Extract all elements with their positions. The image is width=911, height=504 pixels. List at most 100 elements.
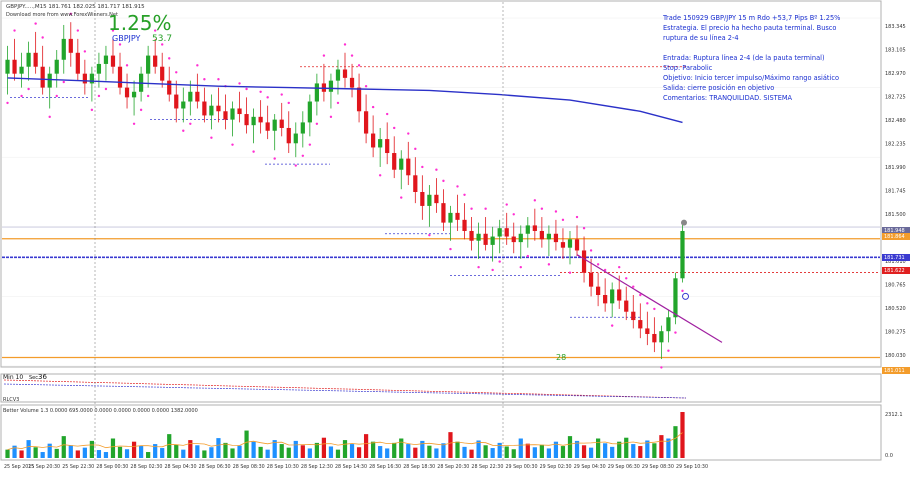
volume-bar xyxy=(342,440,348,458)
candle-body xyxy=(560,242,566,248)
candle xyxy=(251,108,256,144)
candle xyxy=(286,111,291,154)
candle-body xyxy=(153,55,158,67)
price-label: 181.948 xyxy=(882,227,910,234)
candle xyxy=(399,150,404,190)
price-label-text: 181.864 xyxy=(884,234,905,240)
sar-dot xyxy=(266,96,269,99)
candle-body xyxy=(483,233,488,245)
price-label-text: 181.948 xyxy=(884,228,905,234)
sar-dot xyxy=(153,29,157,32)
volume-bar xyxy=(659,435,664,458)
candle xyxy=(188,80,193,116)
candle xyxy=(525,217,530,248)
candle-body xyxy=(68,38,73,53)
candle xyxy=(680,222,685,283)
price-label: 181.011 xyxy=(882,367,910,374)
candle xyxy=(272,114,277,151)
candle xyxy=(567,230,573,265)
candle xyxy=(645,311,650,346)
candle-body xyxy=(237,108,242,115)
volume-bar xyxy=(89,440,94,458)
volume-bar xyxy=(5,449,10,458)
volume-bar xyxy=(371,441,376,458)
candle xyxy=(392,136,397,179)
volume-bar xyxy=(188,440,193,458)
candle-body xyxy=(392,153,397,170)
candle xyxy=(356,73,362,123)
sar-dot xyxy=(646,302,649,305)
sar-dot xyxy=(589,249,593,252)
candle xyxy=(174,80,179,123)
volume-bar xyxy=(300,445,305,458)
exit-marker xyxy=(681,219,687,226)
sar-dot xyxy=(667,349,670,352)
candle xyxy=(258,100,263,134)
candle-body xyxy=(399,158,404,170)
candle xyxy=(61,24,66,74)
candle-body xyxy=(307,101,312,123)
time-tick-label: 28 Sep 06:30 xyxy=(199,464,231,470)
candle xyxy=(19,52,24,88)
candle-body xyxy=(673,278,678,318)
volume-bar xyxy=(146,452,151,458)
candle xyxy=(546,225,552,257)
volume-bar xyxy=(532,447,537,458)
note-line: Objetivo: Inicio tercer impulso/Máximo r… xyxy=(663,74,839,82)
candle xyxy=(103,45,109,81)
sar-dot xyxy=(34,22,37,25)
candle xyxy=(314,73,319,116)
candle xyxy=(68,22,73,67)
volume-bar xyxy=(33,447,38,458)
sar-dot xyxy=(371,105,375,109)
volume-bar xyxy=(314,442,319,458)
note-line: Trade 150929 GBP/JPY 15 m Rdo +53,7 Pips… xyxy=(662,14,840,22)
price-label-text: 181.011 xyxy=(884,368,905,374)
candle-body xyxy=(286,127,291,144)
volume-bar xyxy=(539,444,544,458)
sar-dot xyxy=(470,207,473,210)
moving-average xyxy=(7,77,683,124)
volume-bar xyxy=(258,446,263,458)
time-tick-label: 29 Sep 08:30 xyxy=(642,464,674,470)
candle xyxy=(603,278,608,312)
trend-line-2-4 xyxy=(576,219,723,343)
candle xyxy=(462,203,467,240)
volume-bar xyxy=(448,432,453,458)
candle-body xyxy=(146,55,151,74)
sar-dot xyxy=(582,226,586,230)
price-tick-label: 182.970 xyxy=(885,71,906,77)
sar-dot xyxy=(554,210,558,213)
candle xyxy=(75,38,80,81)
candle-body xyxy=(666,317,671,332)
volume-bar xyxy=(124,449,130,458)
volume-bar xyxy=(434,448,439,458)
candle xyxy=(237,91,242,123)
sar-dot xyxy=(364,85,368,88)
candle xyxy=(5,45,10,95)
volume-bar xyxy=(82,447,87,458)
candle xyxy=(427,185,432,227)
volume-bar xyxy=(420,440,425,458)
note-line: Estrategia. El precio ha hecho pauta ter… xyxy=(663,24,836,32)
sar-dot xyxy=(540,207,544,210)
volume-bar xyxy=(244,430,249,458)
candle-body xyxy=(328,80,334,92)
sar-dot xyxy=(505,203,508,206)
price-tick-label: 182.725 xyxy=(885,95,906,101)
candle-body xyxy=(124,87,130,98)
time-tick-label: 28 Sep 04:30 xyxy=(165,464,197,470)
sar-dot xyxy=(357,64,361,67)
candle xyxy=(476,222,481,259)
time-tick-label: 25 Sep 20:30 xyxy=(28,464,60,470)
volume-bar xyxy=(363,434,369,458)
price-label-bg xyxy=(882,367,910,374)
time-tick-label: 28 Sep 16:30 xyxy=(369,464,401,470)
volume-bar xyxy=(19,450,24,458)
price-label-bg xyxy=(882,254,910,261)
sar-dot xyxy=(245,87,248,91)
sar-dot xyxy=(6,101,9,105)
volume-bar xyxy=(110,438,116,458)
